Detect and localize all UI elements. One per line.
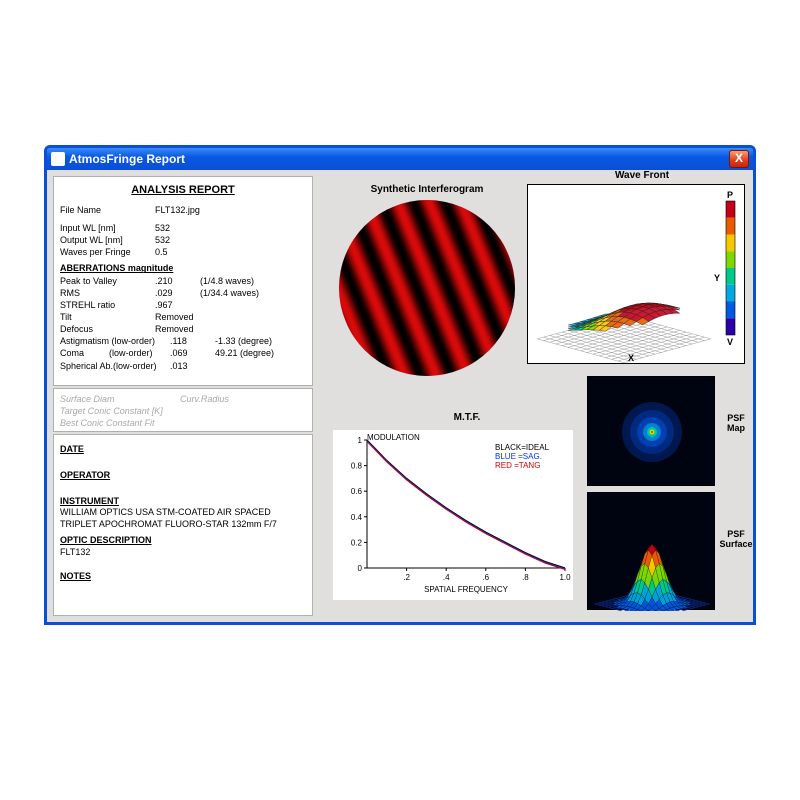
- wavefront-title: Wave Front: [547, 170, 737, 181]
- psf-map-label: PSF Map: [719, 414, 753, 434]
- interferogram-chart: [339, 200, 515, 376]
- close-icon: X: [735, 151, 743, 165]
- svg-text:0.8: 0.8: [351, 462, 363, 471]
- app-window: AtmosFringe Report X ANALYSIS REPORT Fil…: [44, 145, 756, 625]
- svg-text:MODULATION: MODULATION: [367, 433, 420, 442]
- svg-text:.6: .6: [482, 573, 489, 582]
- svg-text:V: V: [727, 337, 733, 347]
- svg-text:P: P: [727, 190, 733, 200]
- psf-surface-panel: [587, 492, 715, 610]
- content-area: ANALYSIS REPORT File NameFLT132.jpg Inpu…: [47, 170, 753, 622]
- svg-text:.4: .4: [443, 573, 450, 582]
- report-panel-top: ANALYSIS REPORT File NameFLT132.jpg Inpu…: [53, 176, 313, 386]
- app-icon: [51, 152, 65, 166]
- mtf-chart: MODULATION 0 0.2 0.4 0.6 0.8 1 .2 .4 .6 .8 1.0 SPATI…: [333, 430, 573, 600]
- svg-text:0.4: 0.4: [351, 513, 363, 522]
- wavefront-panel: P V X Y: [527, 184, 745, 364]
- svg-text:BLUE =SAG.: BLUE =SAG.: [495, 452, 542, 461]
- svg-text:.8: .8: [522, 573, 529, 582]
- svg-text:0.6: 0.6: [351, 487, 363, 496]
- psf-map-panel: [587, 376, 715, 486]
- window-title: AtmosFringe Report: [69, 152, 185, 166]
- report-title: ANALYSIS REPORT: [60, 183, 306, 198]
- report-panel-meta: DATE OPERATOR INSTRUMENT WILLIAM OPTICS …: [53, 434, 313, 616]
- svg-text:.2: .2: [403, 573, 410, 582]
- interferogram-title: Synthetic Interferogram: [347, 184, 507, 195]
- svg-text:Y: Y: [714, 273, 720, 283]
- mtf-title: M.T.F.: [407, 412, 527, 423]
- titlebar[interactable]: AtmosFringe Report X: [47, 148, 753, 170]
- close-button[interactable]: X: [729, 150, 749, 168]
- svg-text:X: X: [628, 353, 634, 363]
- report-panel-conic: Surface DiamCurv.Radius Target Conic Con…: [53, 388, 313, 432]
- svg-text:0.2: 0.2: [351, 538, 363, 547]
- svg-text:SPATIAL FREQUENCY: SPATIAL FREQUENCY: [424, 585, 509, 594]
- svg-text:BLACK=IDEAL: BLACK=IDEAL: [495, 443, 550, 452]
- svg-text:1: 1: [358, 436, 363, 445]
- psf-surface-label: PSF Surface: [719, 530, 753, 550]
- svg-text:0: 0: [358, 564, 363, 573]
- svg-text:RED =TANG: RED =TANG: [495, 461, 540, 470]
- svg-text:1.0: 1.0: [559, 573, 571, 582]
